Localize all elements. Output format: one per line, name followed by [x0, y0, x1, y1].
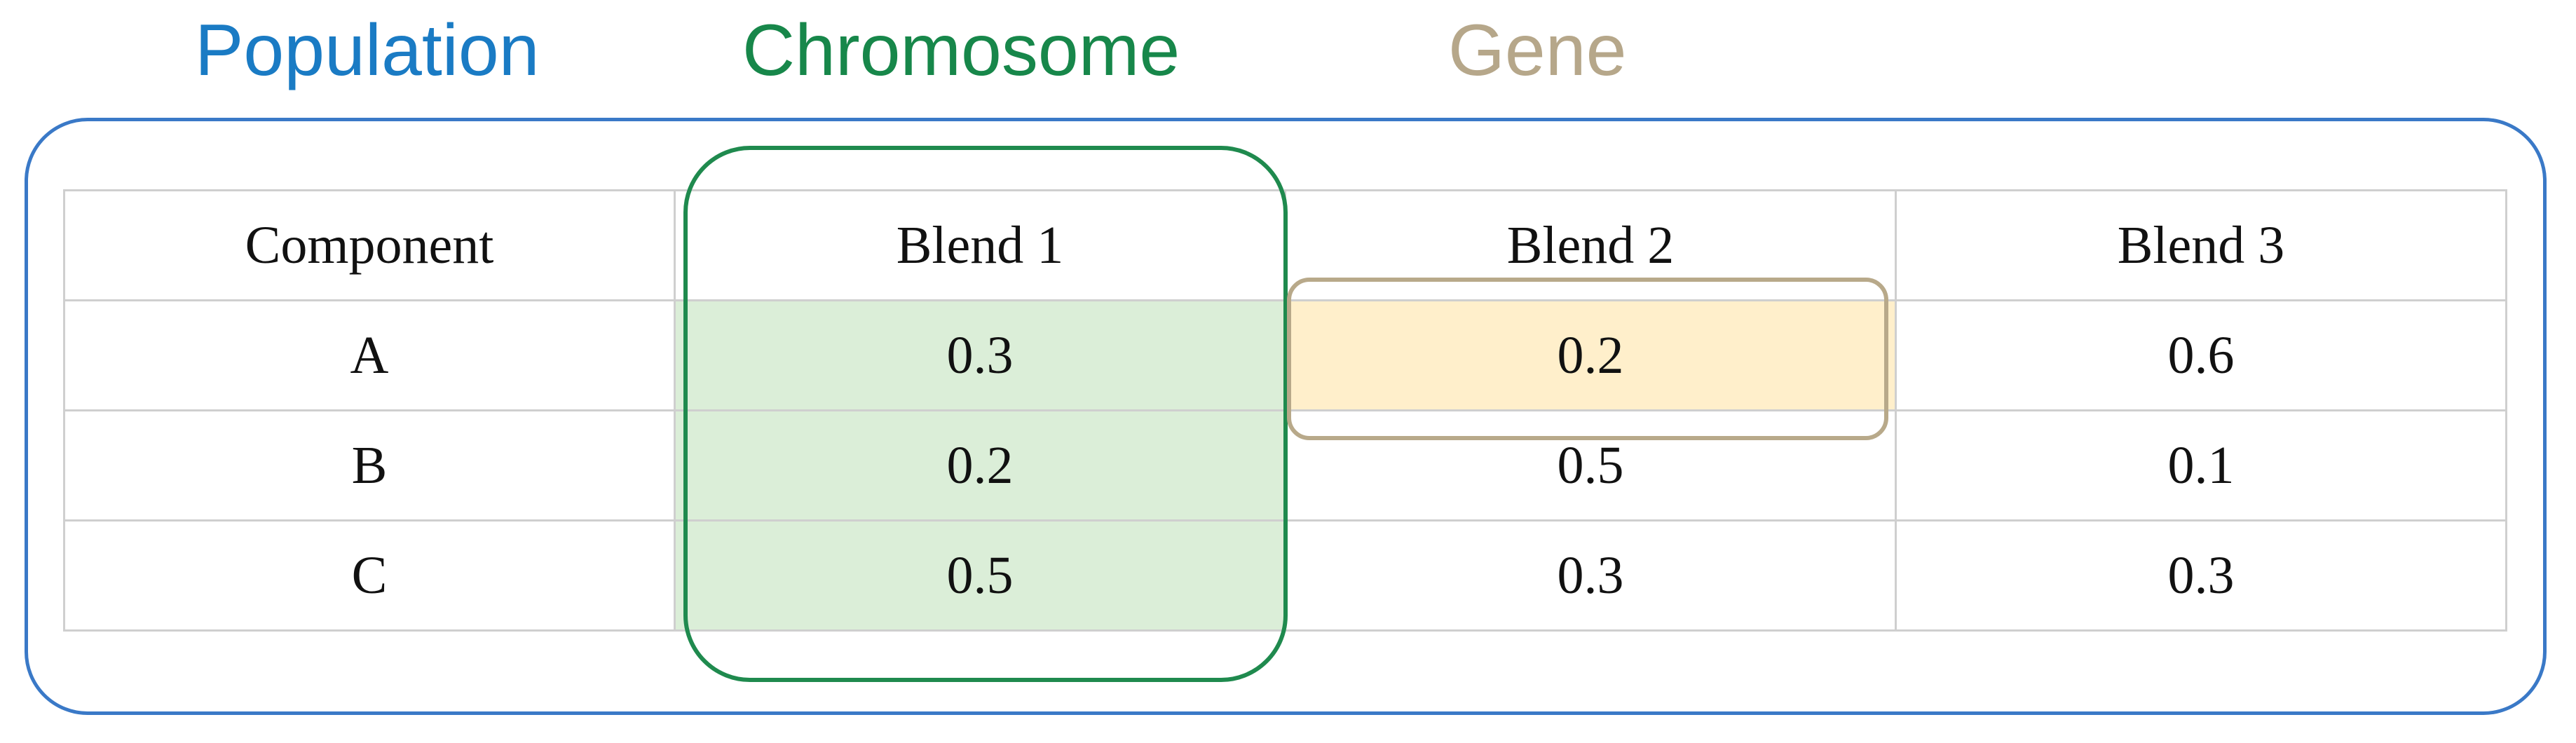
table-header-row: Component Blend 1 Blend 2 Blend 3	[63, 189, 2507, 301]
blend-1-cell: 0.3	[674, 299, 1286, 411]
blend-3-cell: 0.6	[1895, 299, 2507, 411]
blend-1-cell: 0.5	[674, 519, 1286, 632]
chromosome-label: Chromosome	[742, 10, 1180, 91]
gene-outline	[1287, 278, 1888, 440]
population-outline	[25, 118, 2547, 715]
blend-3-cell: 0.1	[1895, 409, 2507, 522]
table-row: C 0.5 0.3 0.3	[63, 519, 2507, 632]
blend-table: Component Blend 1 Blend 2 Blend 3 A 0.3 …	[63, 189, 2507, 632]
population-label: Population	[195, 10, 540, 91]
table-row: B 0.2 0.5 0.1	[63, 409, 2507, 522]
blend-2-cell: 0.3	[1284, 519, 1897, 632]
header-blend-1: Blend 1	[674, 189, 1286, 301]
header-blend-3: Blend 3	[1895, 189, 2507, 301]
blend-2-cell: 0.2	[1284, 299, 1897, 411]
component-cell: C	[63, 519, 676, 632]
header-component: Component	[63, 189, 676, 301]
blend-1-cell: 0.2	[674, 409, 1286, 522]
blend-3-cell: 0.3	[1895, 519, 2507, 632]
component-cell: A	[63, 299, 676, 411]
gene-label: Gene	[1448, 10, 1627, 91]
chromosome-outline	[683, 146, 1288, 682]
blend-2-cell: 0.5	[1284, 409, 1897, 522]
component-cell: B	[63, 409, 676, 522]
header-blend-2: Blend 2	[1284, 189, 1897, 301]
table-row: A 0.3 0.2 0.6	[63, 299, 2507, 411]
